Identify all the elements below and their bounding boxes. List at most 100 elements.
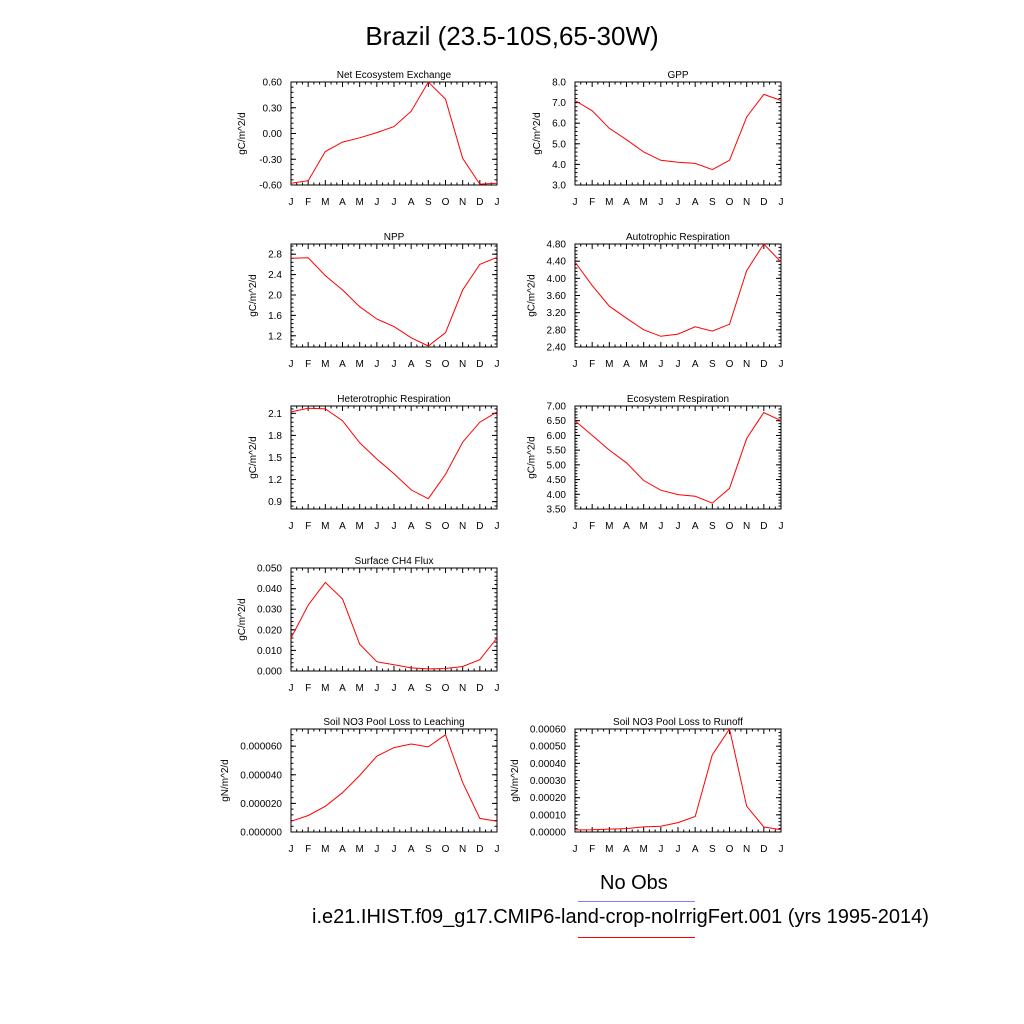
x-tick-label: O <box>726 844 734 855</box>
x-tick-label: M <box>355 359 363 370</box>
y-tick-label: 1.5 <box>268 453 282 464</box>
x-tick-label: N <box>743 521 750 532</box>
series-line <box>574 243 782 337</box>
y-tick-label: 2.8 <box>268 250 282 261</box>
x-tick-label: M <box>321 844 329 855</box>
y-axis-label: gC/m^2/d <box>527 274 538 317</box>
series-line <box>290 256 498 347</box>
x-tick-label: M <box>639 521 647 532</box>
legend-run-label: i.e21.IHIST.f09_g17.CMIP6-land-crop-noIr… <box>312 906 929 928</box>
x-tick-label: F <box>305 359 311 370</box>
plot-frame <box>574 243 782 348</box>
x-tick-label: D <box>476 359 483 370</box>
y-tick-label: 0.00040 <box>530 759 567 770</box>
x-tick-label: J <box>779 521 784 532</box>
x-tick-label: M <box>605 197 613 208</box>
x-tick-label: F <box>305 683 311 694</box>
x-tick-label: J <box>495 844 500 855</box>
x-tick-label: A <box>339 521 346 532</box>
x-tick-label: A <box>692 359 699 370</box>
plot-frame <box>290 728 498 833</box>
y-tick-label: 1.8 <box>268 431 282 442</box>
chart-title: Ecosystem Respiration <box>627 394 729 405</box>
x-tick-label: A <box>408 197 415 208</box>
x-tick-label: O <box>442 521 450 532</box>
y-tick-label: 0.00060 <box>530 725 567 736</box>
y-tick-label: 0.030 <box>257 605 282 616</box>
x-tick-label: J <box>289 683 294 694</box>
chart-title: Autotrophic Respiration <box>626 232 730 243</box>
x-tick-label: D <box>760 197 767 208</box>
x-tick-label: J <box>392 683 397 694</box>
x-tick-label: S <box>709 359 716 370</box>
x-tick-label: M <box>605 844 613 855</box>
series-line <box>574 93 782 171</box>
y-tick-label: 3.50 <box>547 505 567 516</box>
x-tick-label: F <box>305 844 311 855</box>
x-tick-label: N <box>459 359 466 370</box>
chart-title: GPP <box>667 70 688 81</box>
x-tick-label: J <box>658 359 663 370</box>
x-tick-label: D <box>476 197 483 208</box>
y-tick-label: 1.6 <box>268 311 282 322</box>
y-tick-label: 5.00 <box>547 460 567 471</box>
x-tick-label: J <box>374 683 379 694</box>
figure-title: Brazil (23.5-10S,65-30W) <box>365 21 658 51</box>
x-tick-label: D <box>760 359 767 370</box>
x-tick-label: A <box>339 359 346 370</box>
legend-obs-label: No Obs <box>600 872 668 894</box>
legend-obs-line <box>578 901 695 902</box>
legend-run-line <box>578 937 695 938</box>
y-axis-label: gC/m^2/d <box>248 436 259 479</box>
y-tick-label: 2.80 <box>547 325 567 336</box>
x-tick-label: O <box>442 197 450 208</box>
x-tick-label: J <box>676 359 681 370</box>
x-tick-label: J <box>289 359 294 370</box>
x-tick-label: F <box>589 521 595 532</box>
x-tick-label: N <box>743 197 750 208</box>
y-tick-label: 3.20 <box>547 308 567 319</box>
x-tick-label: J <box>495 521 500 532</box>
y-tick-label: 4.00 <box>547 490 567 501</box>
y-tick-label: 2.1 <box>268 409 282 420</box>
y-tick-label: 6.50 <box>547 416 567 427</box>
x-tick-label: D <box>476 683 483 694</box>
y-tick-label: 0.000060 <box>240 742 282 753</box>
x-tick-label: M <box>355 683 363 694</box>
x-tick-label: A <box>408 359 415 370</box>
y-tick-label: 4.50 <box>547 475 567 486</box>
x-tick-label: S <box>425 521 432 532</box>
y-axis-label: gC/m^2/d <box>237 598 248 641</box>
x-tick-label: N <box>743 359 750 370</box>
x-tick-label: A <box>339 844 346 855</box>
x-tick-label: F <box>589 197 595 208</box>
x-tick-label: J <box>658 844 663 855</box>
y-tick-label: 3.60 <box>547 291 567 302</box>
y-tick-label: 0.00 <box>263 129 283 140</box>
x-tick-label: J <box>289 197 294 208</box>
x-tick-label: M <box>355 844 363 855</box>
y-tick-label: 0.010 <box>257 646 282 657</box>
y-axis-label: gC/m^2/d <box>527 436 538 479</box>
y-tick-label: 6.00 <box>547 431 567 442</box>
x-tick-label: F <box>589 359 595 370</box>
x-tick-label: M <box>321 683 329 694</box>
x-tick-label: N <box>459 197 466 208</box>
x-tick-label: J <box>289 521 294 532</box>
x-tick-label: J <box>573 844 578 855</box>
x-tick-label: J <box>374 844 379 855</box>
x-tick-label: A <box>339 683 346 694</box>
x-tick-label: N <box>743 844 750 855</box>
series-line <box>290 733 498 822</box>
x-tick-label: A <box>623 197 630 208</box>
x-tick-label: A <box>623 521 630 532</box>
y-tick-label: 2.0 <box>268 290 282 301</box>
y-tick-label: 5.0 <box>552 139 566 150</box>
series-line <box>290 407 498 500</box>
y-tick-label: 4.00 <box>547 274 567 285</box>
